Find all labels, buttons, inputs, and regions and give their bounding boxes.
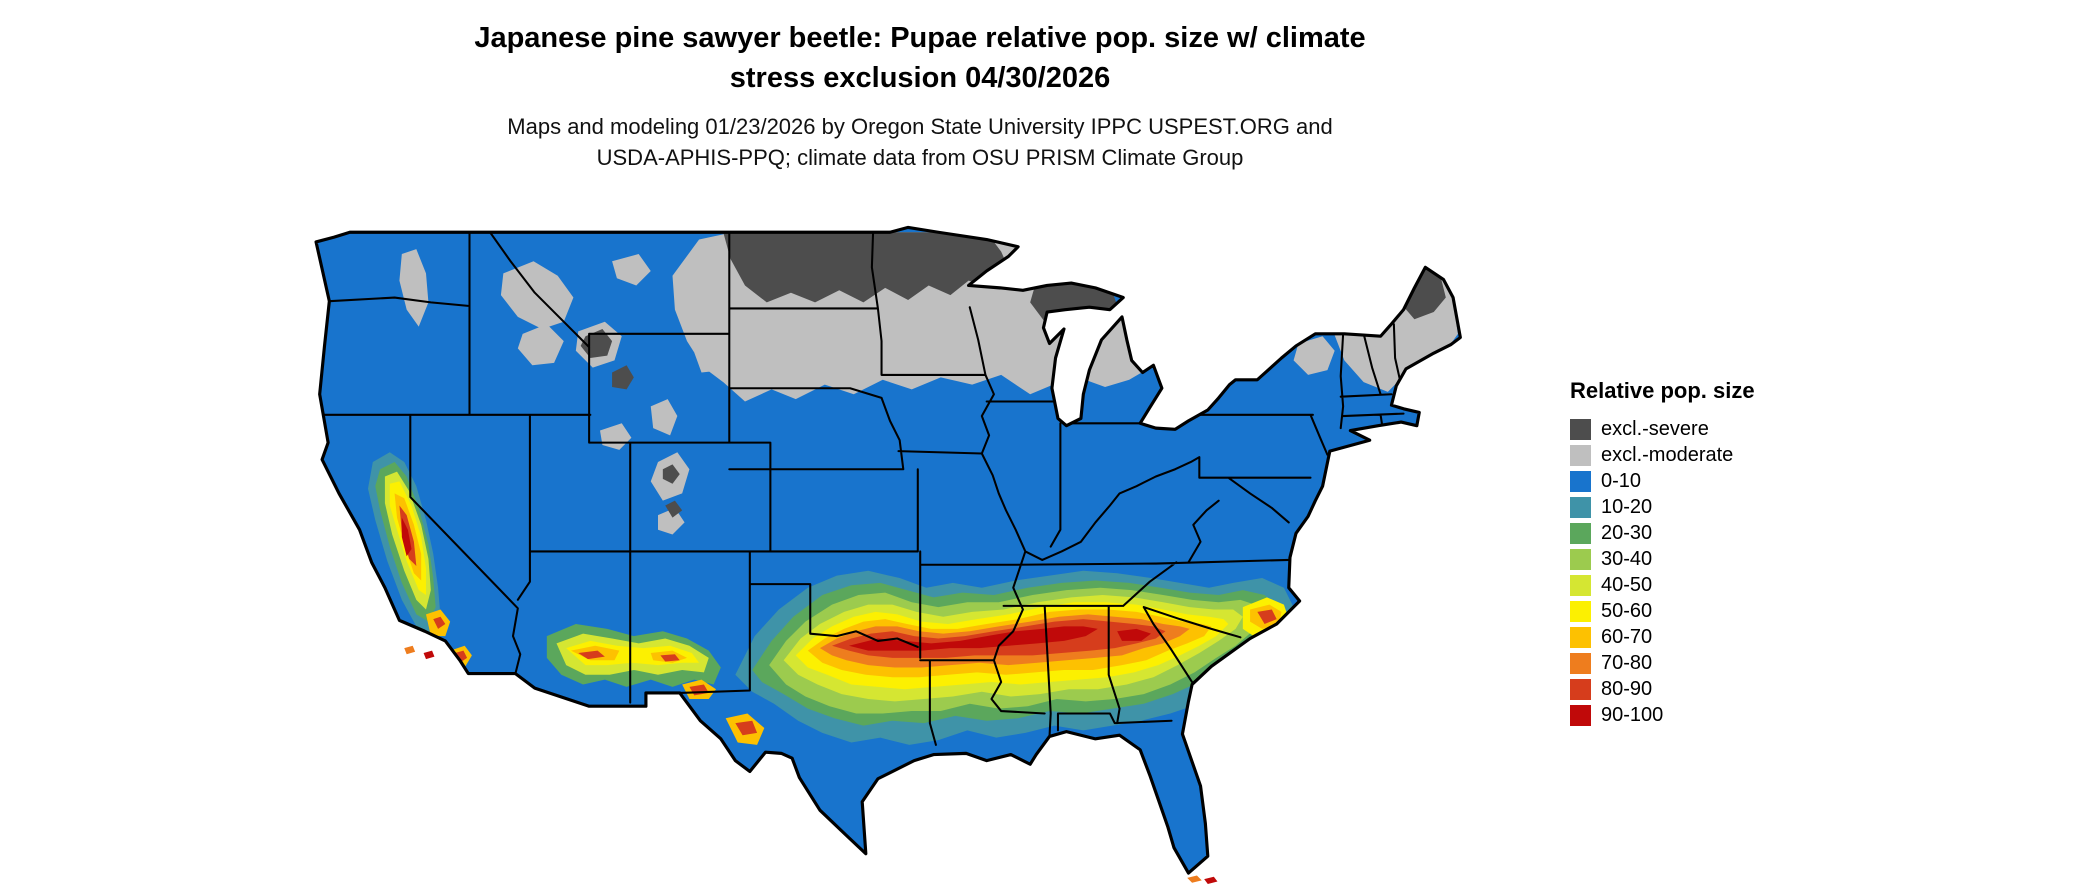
legend-item: 10-20 bbox=[1570, 494, 1820, 520]
region-90-100 bbox=[401, 517, 1151, 651]
legend-item-label: 80-90 bbox=[1601, 678, 1653, 700]
page-title-line-1: Japanese pine sawyer beetle: Pupae relat… bbox=[474, 22, 1366, 54]
legend-item: 40-50 bbox=[1570, 572, 1820, 598]
legend-item-label: 0-10 bbox=[1601, 470, 1642, 492]
map-fill-layers bbox=[316, 227, 1461, 874]
legend-swatch bbox=[1570, 470, 1591, 492]
legend-swatch bbox=[1570, 678, 1591, 700]
region-excl-moderate bbox=[399, 232, 1458, 535]
legend-item: 90-100 bbox=[1570, 702, 1820, 728]
legend-item: 30-40 bbox=[1570, 546, 1820, 572]
subtitle-block: Maps and modeling 01/23/2026 by Oregon S… bbox=[0, 112, 1840, 174]
legend-swatch bbox=[1570, 522, 1591, 544]
subtitle-line-1: Maps and modeling 01/23/2026 by Oregon S… bbox=[507, 114, 1333, 140]
page-title-line-2: stress exclusion 04/30/2026 bbox=[729, 62, 1111, 95]
legend-item: 20-30 bbox=[1570, 520, 1820, 546]
legend-swatch bbox=[1570, 574, 1591, 596]
us-outline bbox=[314, 225, 1462, 875]
legend-title: Relative pop. size bbox=[1570, 378, 1755, 403]
legend-item: excl.-severe bbox=[1570, 416, 1820, 442]
legend-item-label: 70-80 bbox=[1601, 652, 1653, 674]
legend-item: 50-60 bbox=[1570, 598, 1820, 624]
legend-item-label: excl.-severe bbox=[1601, 418, 1709, 440]
us-map-container bbox=[310, 225, 1470, 890]
legend-swatch bbox=[1570, 548, 1591, 570]
legend-swatch bbox=[1570, 652, 1591, 674]
legend-item-label: 40-50 bbox=[1601, 574, 1653, 596]
legend-item-label: 20-30 bbox=[1601, 522, 1653, 544]
legend-swatch bbox=[1570, 626, 1591, 648]
legend-swatch bbox=[1570, 444, 1591, 466]
subtitle-line-2: USDA-APHIS-PPQ; climate data from OSU PR… bbox=[596, 144, 1244, 170]
legend-item-label: excl.-moderate bbox=[1601, 444, 1734, 466]
legend-item: 70-80 bbox=[1570, 650, 1820, 676]
legend-items: excl.-severe excl.-moderate 0-10 10-20 20-30… bbox=[1570, 416, 1820, 728]
legend-swatch bbox=[1570, 704, 1591, 726]
us-map bbox=[314, 225, 1462, 884]
legend-swatch bbox=[1570, 418, 1591, 440]
legend-item-label: 10-20 bbox=[1601, 496, 1653, 518]
legend-swatch bbox=[1570, 600, 1591, 622]
legend-item-label: 30-40 bbox=[1601, 548, 1653, 570]
legend: Relative pop. size excl.-severe excl.-mod… bbox=[1570, 378, 1820, 728]
legend-item: 60-70 bbox=[1570, 624, 1820, 650]
legend-swatch bbox=[1570, 496, 1591, 518]
legend-item: 80-90 bbox=[1570, 676, 1820, 702]
state-borders bbox=[318, 231, 1405, 746]
title-block: Japanese pine sawyer beetle: Pupae relat… bbox=[0, 18, 1840, 174]
legend-item: 0-10 bbox=[1570, 468, 1820, 494]
legend-item: excl.-moderate bbox=[1570, 442, 1820, 468]
legend-item-label: 50-60 bbox=[1601, 600, 1653, 622]
legend-item-label: 90-100 bbox=[1601, 704, 1664, 726]
legend-item-label: 60-70 bbox=[1601, 626, 1653, 648]
